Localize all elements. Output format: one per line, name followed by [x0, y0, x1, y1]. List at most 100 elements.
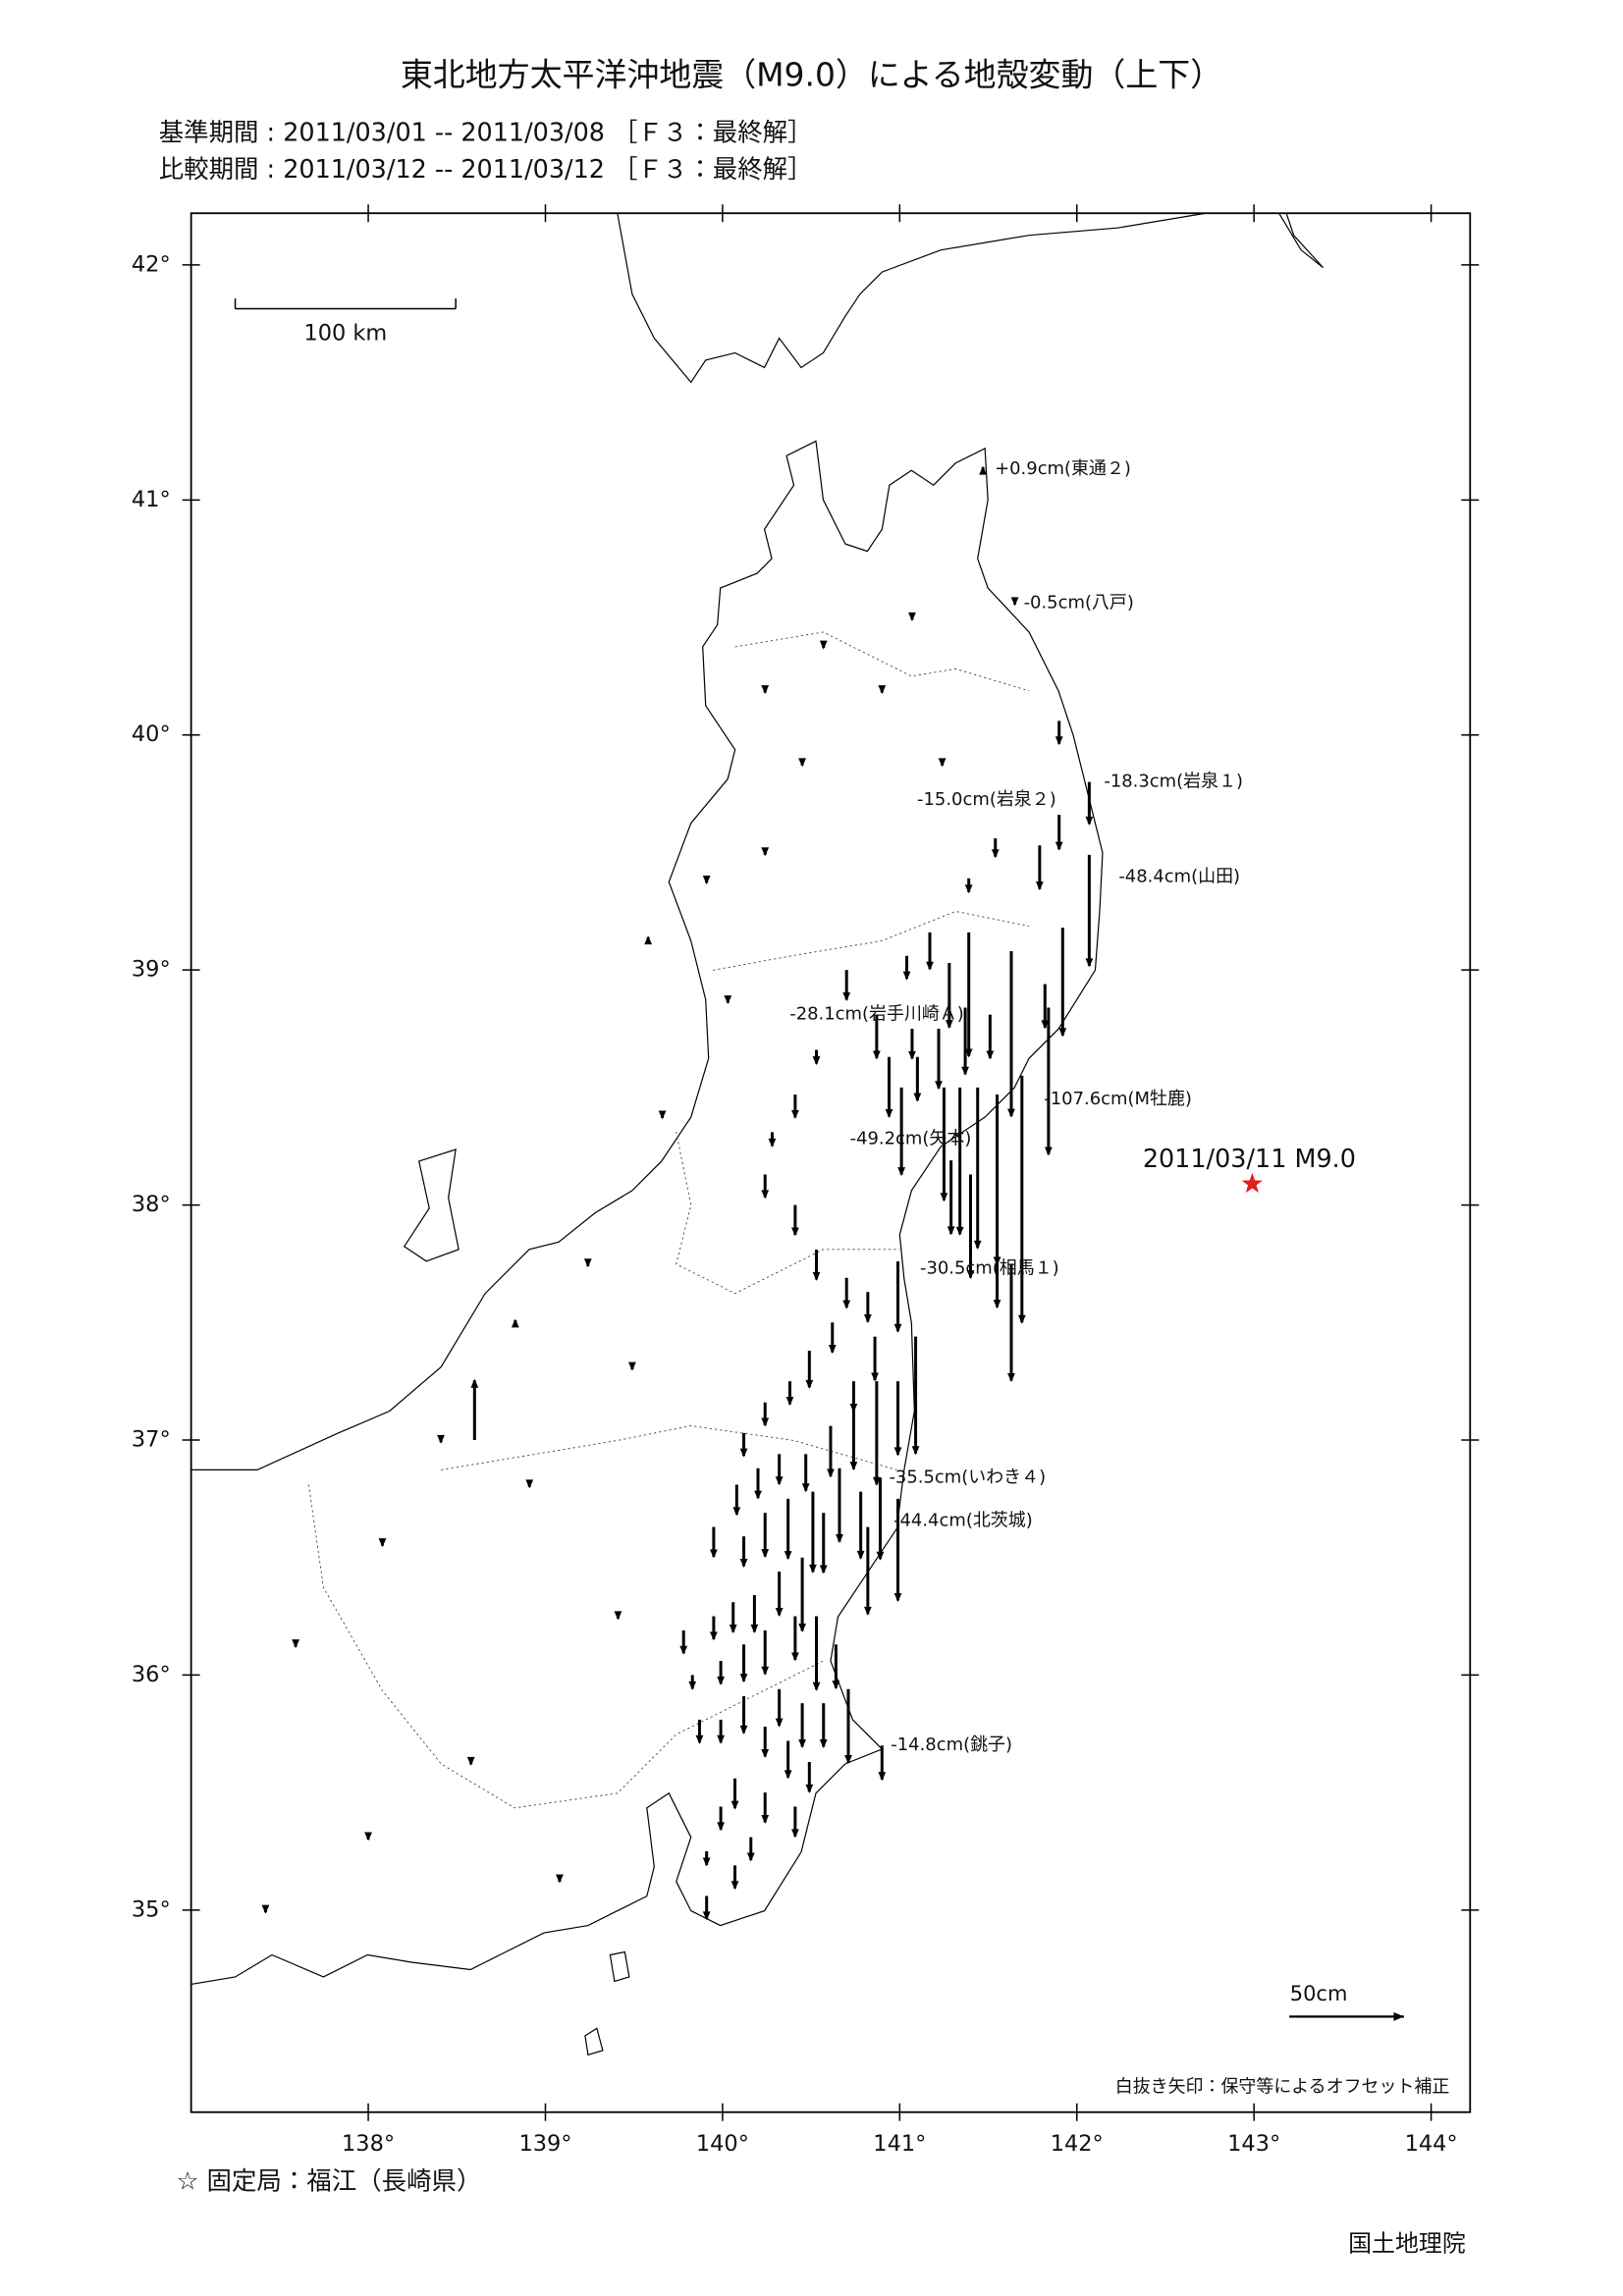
epicenter-star [1241, 1172, 1264, 1194]
arrow-part [761, 685, 770, 695]
displacement-arrow [754, 1468, 762, 1500]
map-frame [189, 212, 1472, 2113]
x-tick-label: 139° [518, 2131, 571, 2157]
displacement-arrow [768, 1132, 777, 1148]
arrow-part [964, 1048, 973, 1058]
displacement-arrow [801, 1454, 810, 1493]
displacement-arrow [732, 1484, 741, 1517]
arrow-part [790, 1227, 799, 1237]
arrow-part [827, 1468, 835, 1478]
displacement-arrow [819, 1703, 828, 1749]
arrow-part [964, 884, 973, 894]
arrow-part [1085, 816, 1094, 826]
displacement-arrow [938, 758, 947, 768]
arrow-part [614, 1611, 622, 1621]
displacement-arrow [893, 1498, 902, 1603]
displacement-arrow [790, 1806, 799, 1839]
displacement-arrow [849, 1381, 858, 1413]
arrow-part [805, 1379, 814, 1389]
arrow-part [966, 1270, 975, 1280]
arrow-part [1007, 1373, 1015, 1383]
arrow-part [292, 1639, 299, 1649]
displacement-arrow [827, 1425, 835, 1478]
arrow-part [911, 1446, 920, 1456]
displacement-arrow [993, 1160, 1001, 1309]
displacement-arrow [784, 1498, 792, 1561]
arrow-part [908, 1050, 916, 1060]
displacement-arrow [973, 1087, 982, 1250]
arrow-part [556, 1874, 564, 1884]
reference-arrow-label: 50cm [1290, 1982, 1348, 2005]
displacement-arrow [863, 1526, 872, 1616]
displacement-arrow [964, 878, 973, 894]
arrow-part [940, 1193, 948, 1202]
arrow-part [702, 876, 711, 885]
prefecture-border [713, 910, 1030, 971]
arrow-part [849, 1404, 858, 1413]
displacement-arrow [466, 1756, 475, 1766]
displacement-arrow [908, 612, 916, 621]
arrow-part [658, 1110, 667, 1120]
displacement-arrow [775, 1454, 784, 1486]
displacement-arrow [849, 1409, 858, 1471]
displacement-arrow [1007, 950, 1015, 1118]
displacement-arrow [775, 1688, 784, 1728]
displacement-arrow [897, 1087, 906, 1177]
x-tick-label: 144° [1405, 2131, 1458, 2157]
arrow-part [856, 1550, 865, 1560]
arrow-part [1044, 1147, 1053, 1156]
displacement-arrow [761, 1727, 770, 1758]
arrow-part [893, 1593, 902, 1603]
arrow-part [784, 1770, 792, 1780]
displacement-arrow [844, 1688, 852, 1765]
arrow-part [695, 1735, 704, 1744]
displacement-arrow [761, 1174, 770, 1200]
displacement-arrow [872, 1014, 881, 1060]
station-label: -28.1cm(岩手川崎Ａ) [789, 1003, 964, 1024]
displacement-arrow [878, 1745, 887, 1782]
arrow-part [878, 685, 887, 695]
displacement-arrow [784, 1740, 792, 1780]
reference-arrow-head [1393, 2011, 1404, 2021]
y-tick-label: 40° [132, 721, 171, 747]
displacement-arrow [790, 1204, 799, 1237]
displacement-arrow [935, 1029, 943, 1091]
displacement-arrow [798, 1557, 806, 1632]
arrow-part [437, 1434, 445, 1444]
arrow-part [717, 1822, 725, 1832]
station-label: -30.5cm(相馬１) [920, 1258, 1059, 1279]
arrow-part [1035, 881, 1044, 891]
arrow-part [828, 1345, 837, 1355]
displacement-arrow [911, 1336, 920, 1456]
arrow-part [798, 1739, 806, 1749]
displacement-arrow [717, 1806, 725, 1832]
displacement-arrow [1085, 854, 1094, 968]
arrow-part [790, 1652, 799, 1662]
station-label: +0.9cm(東通２) [995, 458, 1131, 479]
displacement-arrow [628, 1362, 636, 1371]
arrow-part [798, 758, 806, 768]
agency: 国土地理院 [1348, 2229, 1466, 2257]
displacement-arrow [717, 1661, 725, 1685]
arrow-part [812, 1056, 821, 1066]
displacement-arrow [364, 1832, 372, 1842]
y-tick-label: 37° [132, 1426, 171, 1452]
arrow-part [844, 1755, 852, 1765]
arrow-part [876, 1551, 885, 1561]
arrow-part [812, 1682, 821, 1691]
scale-bar-label: 100 km [303, 321, 387, 347]
arrow-part [798, 1623, 806, 1632]
displacement-arrow [885, 1056, 893, 1118]
arrow-part [525, 1479, 534, 1489]
arrow-part [885, 1108, 893, 1118]
arrow-part [730, 1881, 739, 1891]
arrow-part [775, 1476, 784, 1486]
displacement-arrow [709, 1616, 718, 1641]
arrow-part [739, 1448, 748, 1458]
arrow-part [688, 1681, 697, 1690]
arrow-part [717, 1735, 725, 1744]
displacement-arrow [893, 1381, 902, 1457]
displacement-arrow [955, 1087, 964, 1236]
arrow-part [466, 1756, 475, 1766]
